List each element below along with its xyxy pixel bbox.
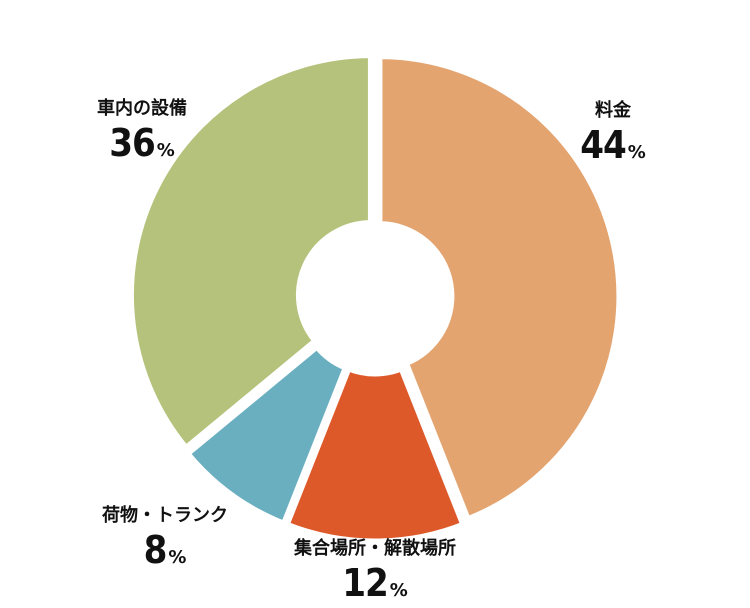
- slice-label-luggage: 荷物・トランク 8%: [70, 505, 260, 569]
- slice-label-name: 荷物・トランク: [102, 505, 228, 526]
- chart-slices: [127, 52, 623, 545]
- slice-label-name: 車内の設備: [97, 98, 187, 119]
- percent-unit: %: [389, 579, 408, 601]
- slice-value: 8: [143, 527, 168, 572]
- slice-label-name: 料金: [595, 100, 631, 121]
- slice-label-fare: 料金 44%: [548, 100, 678, 164]
- slice-3: [127, 52, 374, 453]
- slice-1: [282, 364, 468, 545]
- slice-value: 44: [580, 122, 627, 167]
- percent-unit: %: [156, 139, 175, 161]
- slice-0: [376, 53, 623, 524]
- slice-label-onboard-facilities: 車内の設備 36%: [62, 98, 222, 162]
- slice-label-name: 集合場所・解散場所: [294, 538, 456, 559]
- slice-2: [183, 342, 350, 528]
- slice-value: 36: [109, 120, 156, 165]
- percent-unit: %: [168, 546, 187, 568]
- slice-label-meeting-place: 集合場所・解散場所 12%: [250, 538, 500, 602]
- slice-value: 12: [342, 560, 389, 605]
- percent-unit: %: [627, 141, 646, 163]
